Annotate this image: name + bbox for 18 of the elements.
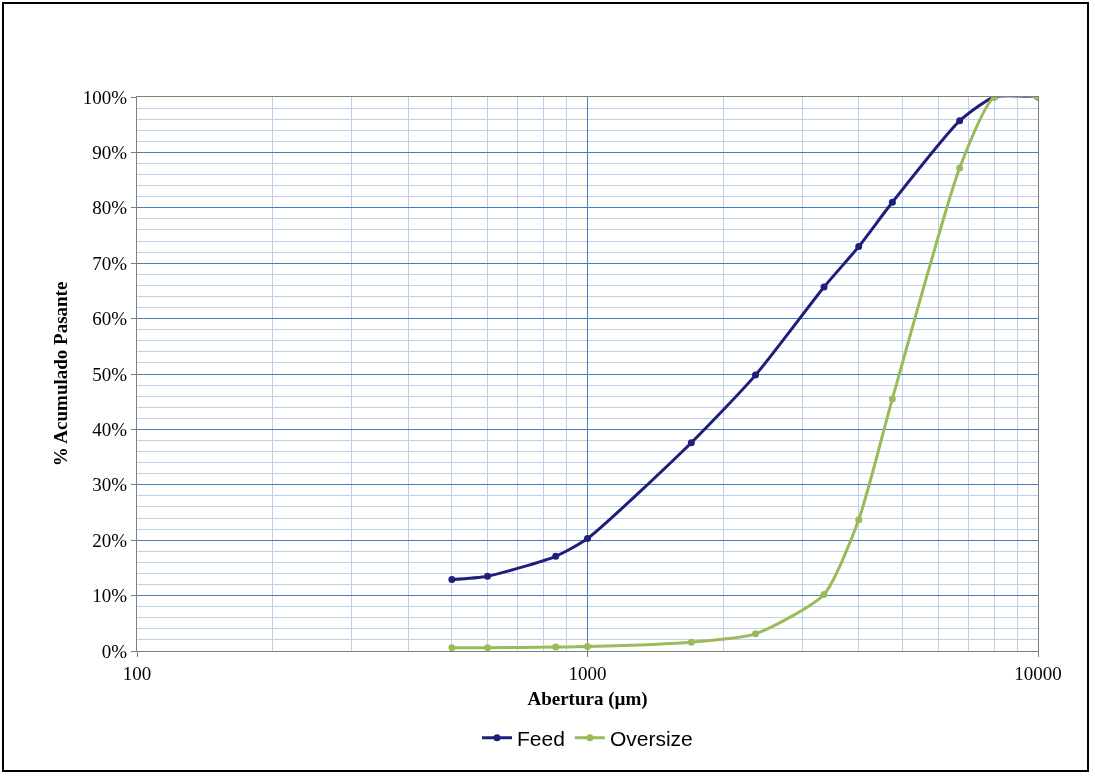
x-axis-title: Abertura (µm) [527, 687, 648, 710]
y-tick-label: 10% [92, 585, 128, 607]
y-axis-title: % Acumulado Pasante [49, 281, 71, 467]
y-tick-label: 70% [92, 252, 128, 274]
x-tick-label: 1000 [568, 662, 607, 684]
y-tick-label: 0% [101, 640, 128, 662]
x-tick-label: 10000 [1014, 662, 1062, 684]
y-tick-label: 100% [82, 86, 128, 108]
legend-label: Feed [517, 726, 565, 750]
y-tick-label: 50% [92, 363, 128, 385]
y-tick-label: 40% [92, 419, 128, 441]
y-tick-label: 90% [92, 142, 128, 164]
x-tick-label: 100 [122, 662, 152, 684]
y-tick-label: 20% [92, 529, 128, 551]
y-tick-label: 80% [92, 197, 128, 219]
y-tick-label: 60% [92, 308, 128, 330]
y-tick-label: 30% [92, 474, 128, 496]
legend-label: Oversize [609, 726, 693, 750]
